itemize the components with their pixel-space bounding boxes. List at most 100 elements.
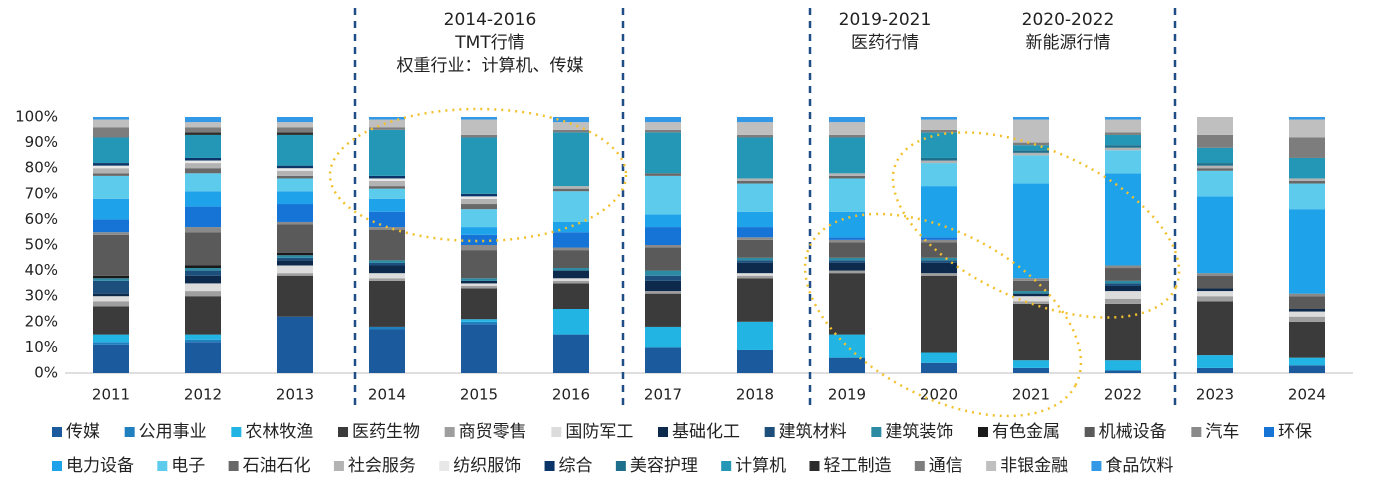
bar-segment xyxy=(645,122,681,130)
legend-item: 计算机 xyxy=(721,456,786,476)
bar-segment xyxy=(1013,150,1049,153)
bar-segment xyxy=(737,178,773,181)
y-tick-label: 70% xyxy=(25,184,58,202)
bar-segment xyxy=(921,186,957,238)
bar-segment xyxy=(553,188,589,192)
bar-segment xyxy=(1105,285,1141,292)
bar-segment xyxy=(921,260,957,263)
legend-item: 美容护理 xyxy=(615,456,698,476)
legend-swatch xyxy=(52,461,62,471)
legend-item: 商贸零售 xyxy=(444,422,527,442)
x-tick-label: 2019 xyxy=(828,386,866,404)
bar-segment xyxy=(921,119,957,130)
bar-segment xyxy=(1105,147,1141,151)
bar-segment xyxy=(461,134,497,138)
bar-segment xyxy=(93,306,129,335)
bar-segment xyxy=(461,245,497,251)
bar-segment xyxy=(369,278,405,281)
bar-segment xyxy=(461,278,497,281)
bar-segment xyxy=(1105,132,1141,135)
bar-segment xyxy=(369,227,405,230)
bar-segment xyxy=(1013,152,1049,156)
bar-segment xyxy=(369,326,405,330)
bar-segment xyxy=(645,247,681,271)
bar-segment xyxy=(1105,283,1141,286)
legend-item: 建筑材料 xyxy=(764,422,847,442)
legend-item: 食品饮料 xyxy=(1091,456,1173,476)
bar-segment xyxy=(553,117,589,123)
x-tick-label: 2011 xyxy=(92,386,130,404)
bar-segment xyxy=(1289,365,1325,373)
bar-segment xyxy=(829,334,865,358)
bar-segment xyxy=(737,260,773,263)
bar-segment xyxy=(277,265,313,274)
bar-segment xyxy=(1289,117,1325,120)
bar-segment xyxy=(277,316,313,373)
bar-segment xyxy=(645,175,681,215)
bar-segment xyxy=(829,173,865,176)
bar-segment xyxy=(369,265,405,274)
bar-segment xyxy=(185,160,221,164)
bar-segment xyxy=(185,283,221,292)
bar-segment xyxy=(553,283,589,309)
bar-segment xyxy=(829,357,865,373)
bar-segment xyxy=(829,273,865,335)
bar-segment xyxy=(829,178,865,212)
bar-segment xyxy=(185,334,221,340)
legend-swatch xyxy=(551,427,562,437)
bar-segment xyxy=(553,221,589,233)
legend-label: 计算机 xyxy=(735,456,786,476)
bar-segment xyxy=(1197,170,1233,197)
bar-segment xyxy=(93,163,129,166)
bar-segment xyxy=(737,137,773,179)
bar-segment xyxy=(277,273,313,276)
bar-segment xyxy=(1105,298,1141,304)
legend-label: 环保 xyxy=(1278,422,1312,442)
legend-swatch xyxy=(52,427,62,437)
legend-item: 基础化工 xyxy=(658,422,740,442)
bar-segment xyxy=(461,250,497,279)
bar-segment xyxy=(921,117,957,120)
annotation: 医药行情 xyxy=(851,33,919,53)
bar-segment xyxy=(1105,303,1141,361)
highlight-ellipse xyxy=(328,107,628,243)
legend-swatch xyxy=(157,461,168,471)
bar-segment xyxy=(1013,280,1049,292)
bar-segment xyxy=(185,275,221,284)
bar-segment xyxy=(645,129,681,133)
bar-segment xyxy=(461,137,497,194)
bar-segment xyxy=(645,227,681,245)
legend-label: 社会服务 xyxy=(348,456,416,476)
x-tick-label: 2017 xyxy=(644,386,682,404)
annotation: 2014-2016 xyxy=(444,10,537,30)
bar-segment xyxy=(277,127,313,133)
bar-segment xyxy=(185,265,221,269)
bar-segment xyxy=(921,132,957,158)
bar-segment xyxy=(1289,137,1325,158)
bar-segment xyxy=(277,224,313,253)
bar-segment xyxy=(277,204,313,222)
bar-segment xyxy=(277,122,313,128)
bar-segment xyxy=(553,122,589,130)
bar-segment xyxy=(645,291,681,294)
legend-item: 综合 xyxy=(544,456,593,476)
bar-segment xyxy=(93,296,129,302)
bar-segment xyxy=(553,270,589,279)
bar-segment xyxy=(829,260,865,263)
bar-segment xyxy=(553,250,589,269)
bar-segment xyxy=(1105,280,1141,284)
bar-segment xyxy=(737,183,773,212)
bar-segment xyxy=(645,275,681,281)
bar-segment xyxy=(461,227,497,235)
bar-segment xyxy=(829,237,865,240)
legend-item: 公用事业 xyxy=(124,422,207,442)
bar-segment xyxy=(277,275,313,317)
bar-segment xyxy=(1105,150,1141,174)
bar-segment xyxy=(461,280,497,284)
bar-segment xyxy=(93,234,129,276)
x-tick-label: 2024 xyxy=(1288,386,1326,404)
bar-segment xyxy=(1289,309,1325,312)
bar-segment xyxy=(921,352,957,363)
annotation: 2020-2022 xyxy=(1022,10,1115,30)
bar-segment xyxy=(461,319,497,322)
